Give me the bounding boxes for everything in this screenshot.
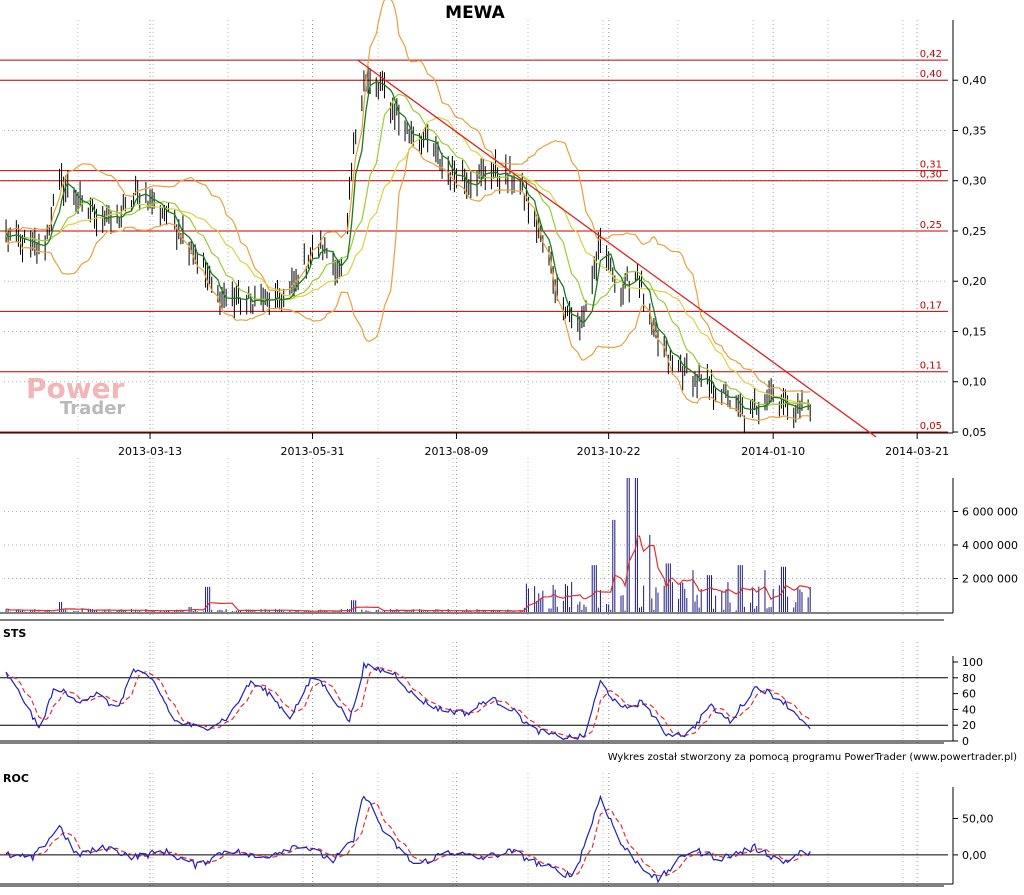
roc-panel: ROC 0,00 50,00 xyxy=(0,772,994,887)
bollinger-upper xyxy=(5,0,811,393)
x-tick-label: 2014-01-10 xyxy=(741,445,805,458)
price-y-tick-label: 0,20 xyxy=(962,275,987,288)
sma-mid xyxy=(5,93,811,406)
sts-main-line xyxy=(5,661,811,741)
sma-long xyxy=(5,116,811,406)
x-tick-label: 2013-03-13 xyxy=(118,445,182,458)
credit-text: Wykres został stworzony za pomocą progra… xyxy=(608,752,1017,763)
watermark-trader: Trader xyxy=(60,398,125,419)
x-tick-label: 2013-05-31 xyxy=(281,445,345,458)
volume-panel: 2 000 000 4 000 000 6 000 000 xyxy=(0,478,1018,621)
sts-y-tick-label: 80 xyxy=(962,672,976,685)
sts-y-tick-label: 40 xyxy=(962,703,976,716)
sts-y-tick-label: 0 xyxy=(962,735,969,748)
sts-y-tick-label: 60 xyxy=(962,688,976,701)
sts-signal-line xyxy=(5,665,811,739)
price-y-tick-label: 0,35 xyxy=(962,124,987,137)
resistance-label: 0,25 xyxy=(920,220,942,231)
price-y-tick-label: 0,25 xyxy=(962,225,987,238)
sts-panel: STS 0 20 40 60 80 100 xyxy=(0,627,983,748)
resistance-label: 0,30 xyxy=(920,170,942,181)
watermark-power: Power xyxy=(26,372,125,405)
price-panel: 0,05 0,10 0,15 0,20 0,25 0,30 0,35 0,40 0,42 0,40… xyxy=(0,0,987,439)
resistance-label: 0,11 xyxy=(920,361,942,372)
sts-y-tick-label: 20 xyxy=(962,719,976,732)
resistance-label: 0,40 xyxy=(920,69,942,80)
price-y-tick-label: 0,10 xyxy=(962,376,987,389)
resistance-label: 0,17 xyxy=(920,300,942,311)
price-y-tick-label: 0,40 xyxy=(962,74,987,87)
price-y-tick-label: 0,15 xyxy=(962,325,987,338)
resistance-label: 0,05 xyxy=(920,421,942,432)
sts-label: STS xyxy=(3,627,26,640)
trend-line xyxy=(357,59,877,438)
volume-ma-line xyxy=(6,535,811,612)
price-y-tick-label: 0,30 xyxy=(962,175,987,188)
price-y-tick-label: 0,05 xyxy=(962,426,987,439)
bollinger-lower xyxy=(5,146,811,421)
roc-main-line xyxy=(5,794,811,884)
resistance-label: 0,31 xyxy=(920,160,942,171)
volume-y-tick-label: 6 000 000 xyxy=(962,506,1018,519)
sma-short xyxy=(5,80,811,411)
watermark: Power Trader xyxy=(26,372,125,419)
sts-y-tick-label: 100 xyxy=(962,656,983,669)
volume-y-tick-label: 4 000 000 xyxy=(962,539,1018,552)
roc-y-tick-label: 50,00 xyxy=(962,812,994,825)
volume-y-tick-label: 2 000 000 xyxy=(962,573,1018,586)
chart-title: MEWA xyxy=(445,3,506,23)
resistance-label: 0,42 xyxy=(920,49,942,60)
roc-label: ROC xyxy=(3,772,29,785)
x-tick-label: 2013-08-09 xyxy=(424,445,488,458)
roc-y-tick-label: 0,00 xyxy=(962,849,987,862)
x-tick-label: 2013-10-22 xyxy=(577,445,641,458)
x-tick-label: 2014-03-21 xyxy=(885,445,949,458)
